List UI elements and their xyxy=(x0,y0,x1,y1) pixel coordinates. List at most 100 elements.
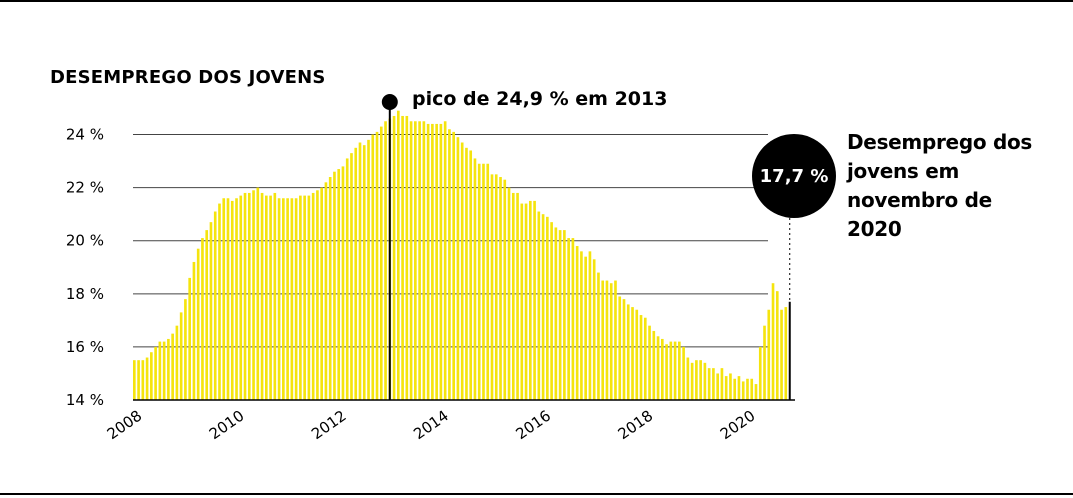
bar xyxy=(516,192,519,400)
bar xyxy=(703,362,707,400)
bar xyxy=(439,123,443,400)
bar xyxy=(520,203,524,400)
bar xyxy=(780,309,783,400)
bar xyxy=(775,291,779,400)
bar xyxy=(554,227,558,400)
bar xyxy=(316,190,319,400)
bar xyxy=(397,110,400,401)
bar xyxy=(167,338,170,400)
bar xyxy=(597,272,600,400)
bar xyxy=(609,283,613,400)
bar xyxy=(265,195,268,400)
bottom-rule xyxy=(0,493,1073,495)
bar xyxy=(763,325,766,400)
current-value-badge-label: 17,7 % xyxy=(759,165,829,187)
bar xyxy=(133,360,136,400)
bar xyxy=(235,198,238,400)
bar xyxy=(141,360,145,400)
x-tick-label: 2010 xyxy=(206,407,248,444)
bar xyxy=(648,325,651,400)
bar xyxy=(341,166,345,400)
bar xyxy=(626,304,630,400)
bar xyxy=(252,190,255,400)
bar xyxy=(273,192,277,400)
peak-annotation-label: pico de 24,9 % em 2013 xyxy=(412,88,668,110)
bar xyxy=(405,115,409,401)
bar xyxy=(209,222,213,400)
bar xyxy=(328,177,332,400)
bar xyxy=(188,277,191,400)
bar xyxy=(699,360,702,400)
bar xyxy=(431,123,434,400)
bar xyxy=(729,373,732,400)
x-tick-label: 2020 xyxy=(717,407,759,444)
bar xyxy=(307,195,311,400)
bar xyxy=(401,115,404,401)
bar xyxy=(196,248,200,400)
bar xyxy=(631,307,634,400)
bar xyxy=(184,299,187,400)
bar xyxy=(580,251,583,400)
bar xyxy=(179,312,183,400)
bar xyxy=(537,211,541,400)
bar xyxy=(226,198,230,400)
bar xyxy=(371,134,375,400)
top-rule xyxy=(0,0,1073,2)
bar xyxy=(145,357,149,400)
bar xyxy=(499,177,502,400)
bar xyxy=(511,192,515,400)
bar xyxy=(239,195,243,400)
bar xyxy=(529,200,532,400)
bar xyxy=(162,341,166,400)
bar xyxy=(546,216,549,400)
bar xyxy=(247,192,251,400)
bar xyxy=(218,203,221,400)
bar xyxy=(150,352,153,400)
bar xyxy=(256,187,260,400)
bar xyxy=(682,346,685,400)
bar xyxy=(358,142,362,400)
chart-title: DESEMPREGO DOS JOVENS xyxy=(50,67,326,88)
bar xyxy=(571,238,575,400)
bar xyxy=(746,378,749,400)
bar xyxy=(665,344,668,400)
bar xyxy=(563,230,566,400)
bar xyxy=(324,182,328,400)
bar xyxy=(507,187,511,400)
bar xyxy=(222,198,226,400)
bar xyxy=(367,139,370,400)
bar xyxy=(465,147,468,400)
bar xyxy=(345,158,349,400)
bar xyxy=(567,238,570,400)
bar xyxy=(643,317,647,400)
bar xyxy=(243,192,247,400)
bar xyxy=(213,211,217,400)
bar xyxy=(533,200,536,400)
bar xyxy=(379,126,383,400)
bar xyxy=(320,187,323,400)
bar xyxy=(456,137,460,400)
bar xyxy=(175,325,179,400)
bar xyxy=(260,192,264,400)
bar xyxy=(622,299,626,400)
bar xyxy=(558,230,562,400)
current-value-caption: Desemprego dos jovens em novembro de 202… xyxy=(847,130,1032,241)
bar xyxy=(362,145,366,400)
bar xyxy=(503,179,507,400)
bar xyxy=(299,195,302,400)
bar xyxy=(592,259,596,400)
bar xyxy=(707,368,711,400)
bar xyxy=(490,174,494,400)
bar xyxy=(414,121,417,400)
bar xyxy=(418,121,421,400)
bar xyxy=(448,129,451,400)
bar xyxy=(605,280,609,400)
x-tick-label: 2016 xyxy=(512,407,554,444)
bar xyxy=(754,384,758,400)
bar xyxy=(230,200,234,400)
bar xyxy=(277,198,281,400)
bar xyxy=(494,174,498,400)
bar xyxy=(712,368,715,400)
bar xyxy=(486,163,490,400)
